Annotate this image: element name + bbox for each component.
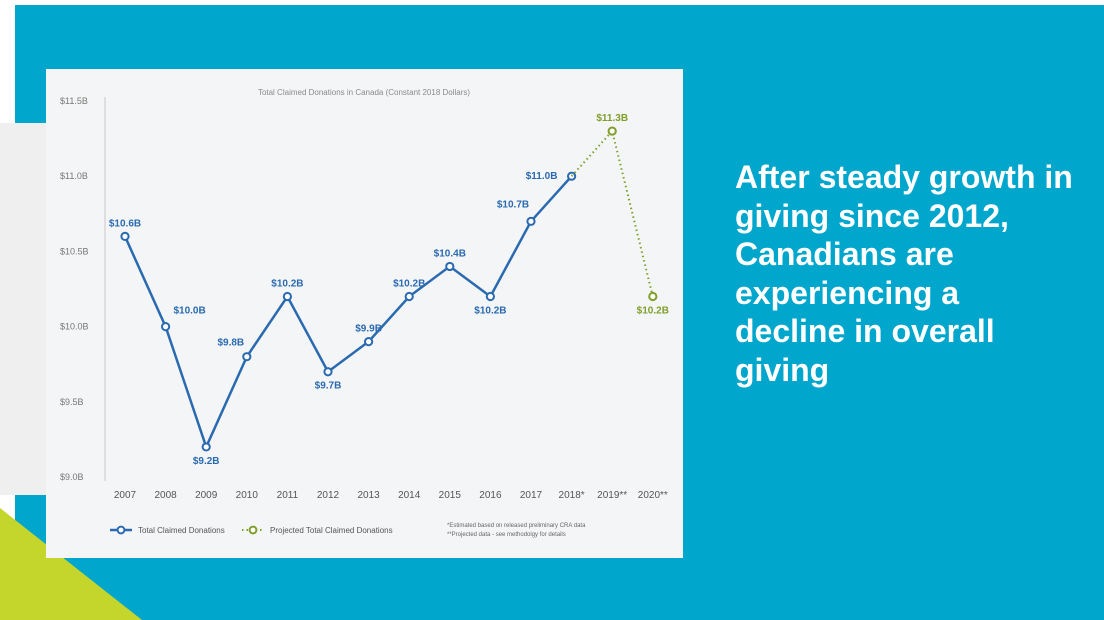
y-tick-label: $10.0B <box>60 322 89 332</box>
data-point <box>242 352 252 362</box>
x-tick-label: 2018* <box>559 490 585 501</box>
footnote-estimated: *Estimated based on released preliminary… <box>447 523 586 529</box>
data-point <box>607 126 617 136</box>
data-point <box>364 337 374 347</box>
legend-marker-total <box>116 525 126 535</box>
x-tick-label: 2019** <box>597 490 627 501</box>
data-point <box>445 261 455 272</box>
series-line-total <box>123 175 573 451</box>
x-tick-label: 2012 <box>317 490 340 501</box>
x-tick-label: 2014 <box>398 490 421 501</box>
x-tick-label: 2017 <box>520 490 543 501</box>
data-point <box>404 291 414 302</box>
data-label: $10.2B <box>393 279 425 290</box>
legend-label-projected: Projected Total Claimed Donations <box>270 526 393 535</box>
y-tick-label: $11.0B <box>60 171 88 181</box>
data-label: $9.9B <box>355 324 382 335</box>
data-point <box>282 291 292 302</box>
data-point <box>120 231 130 241</box>
y-tick-label: $11.5B <box>60 96 88 106</box>
data-label: $10.7B <box>497 199 529 210</box>
footnote-projected: **Projected data - see methodolgy for de… <box>447 532 566 538</box>
data-label: $11.0B <box>526 171 558 182</box>
data-label: $9.7B <box>315 381 342 392</box>
x-tick-label: 2008 <box>154 490 177 501</box>
left-gray-panel <box>0 123 46 495</box>
x-tick-label: 2007 <box>114 490 137 501</box>
chart-card: Total Claimed Donations in Canada (Const… <box>46 69 683 558</box>
slide-headline: After steady growth in giving since 2012… <box>735 159 1073 388</box>
x-tick-label: 2013 <box>357 490 380 501</box>
x-tick-label: 2016 <box>479 490 502 501</box>
data-point <box>201 442 211 452</box>
legend-marker-projected <box>248 525 258 535</box>
y-tick-label: $9.0B <box>60 472 84 482</box>
x-tick-label: 2010 <box>236 490 259 501</box>
data-label: $10.2B <box>474 306 506 317</box>
data-point <box>526 216 536 226</box>
y-tick-label: $10.5B <box>60 246 89 256</box>
data-point <box>323 367 333 377</box>
data-label: $10.4B <box>434 248 466 259</box>
data-label: $10.6B <box>109 218 141 229</box>
y-tick-label: $9.5B <box>60 397 84 407</box>
data-point <box>648 291 658 302</box>
x-tick-label: 2011 <box>277 490 299 501</box>
chart-title: Total Claimed Donations in Canada (Const… <box>258 88 470 97</box>
x-tick-label: 2020** <box>638 490 668 501</box>
data-label: $11.3B <box>596 113 628 124</box>
data-label: $9.8B <box>217 338 244 349</box>
x-tick-label: 2015 <box>439 490 462 501</box>
data-label: $10.0B <box>173 306 205 317</box>
data-label: $10.2B <box>271 279 303 290</box>
x-tick-label: 2009 <box>195 490 218 501</box>
data-point <box>485 291 495 302</box>
data-point <box>161 322 171 332</box>
series-line-projected <box>570 129 654 297</box>
data-label: $9.2B <box>193 456 220 467</box>
legend-label-total: Total Claimed Donations <box>138 526 225 535</box>
line-chart: Total Claimed Donations in Canada (Const… <box>60 88 669 538</box>
data-label: $10.2B <box>637 306 669 317</box>
